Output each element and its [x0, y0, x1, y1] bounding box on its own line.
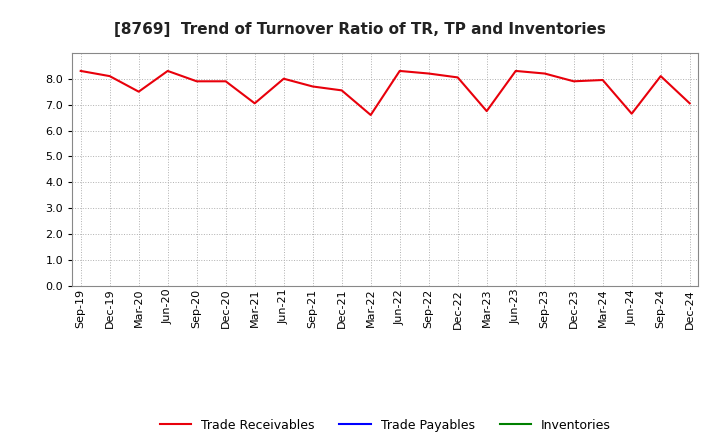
Trade Receivables	[541, 71, 549, 76]
Trade Receivables	[657, 73, 665, 79]
Trade Receivables	[76, 68, 85, 73]
Trade Receivables	[366, 112, 375, 117]
Trade Receivables	[251, 101, 259, 106]
Trade Receivables	[511, 68, 520, 73]
Trade Receivables	[192, 79, 201, 84]
Trade Receivables	[454, 75, 462, 80]
Trade Receivables	[279, 76, 288, 81]
Trade Receivables	[482, 108, 491, 114]
Text: [8769]  Trend of Turnover Ratio of TR, TP and Inventories: [8769] Trend of Turnover Ratio of TR, TP…	[114, 22, 606, 37]
Line: Trade Receivables: Trade Receivables	[81, 71, 690, 115]
Trade Receivables	[395, 68, 404, 73]
Trade Receivables	[221, 79, 230, 84]
Trade Receivables	[135, 89, 143, 94]
Trade Receivables	[598, 77, 607, 83]
Trade Receivables	[685, 101, 694, 106]
Trade Receivables	[570, 79, 578, 84]
Trade Receivables	[338, 88, 346, 93]
Trade Receivables	[627, 111, 636, 116]
Trade Receivables	[424, 71, 433, 76]
Trade Receivables	[163, 68, 172, 73]
Legend: Trade Receivables, Trade Payables, Inventories: Trade Receivables, Trade Payables, Inven…	[155, 414, 616, 436]
Trade Receivables	[308, 84, 317, 89]
Trade Receivables	[105, 73, 114, 79]
